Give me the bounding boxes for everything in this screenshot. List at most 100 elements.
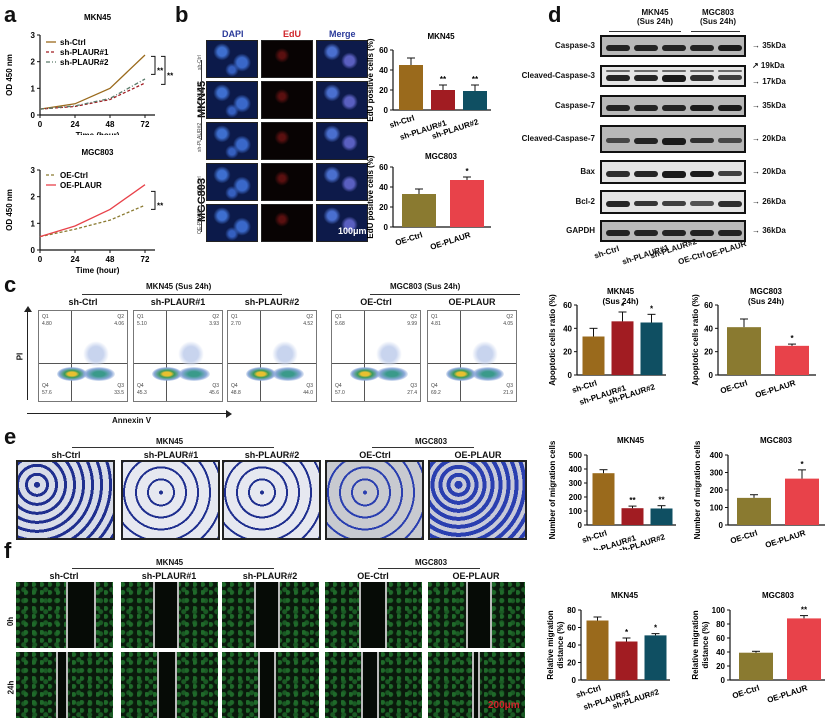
quadrant-q4: Q4 57.6	[42, 383, 52, 397]
x-axis-label: Time (hour)	[76, 266, 120, 275]
wound-label: sh-Ctrl	[49, 571, 79, 581]
mgc803-migration-bar-chart: MGC803 0 100 200 300 400 Number of migration c…	[693, 436, 825, 550]
wound-gap	[153, 582, 179, 648]
flow-plot: Q1 5.10 Q2 3.93 Q4 45.3 Q3 45.6	[133, 310, 223, 402]
quadrant-value: 45.6	[209, 390, 219, 396]
quadrant-name: Q4	[231, 383, 238, 389]
quadrant-value: 4.06	[114, 321, 124, 327]
x-category-label: OE-PLAUR	[764, 528, 807, 550]
quadrant-value: 5.10	[137, 321, 147, 327]
microscopy-image-dapi	[206, 81, 258, 119]
y-axis-label: Number of migration cells	[693, 440, 702, 539]
bar	[399, 65, 423, 110]
bar	[739, 652, 773, 680]
significance-marker: **	[167, 72, 174, 81]
chart-title: MKN45	[427, 32, 455, 41]
quadrant-q4: Q4 45.3	[137, 383, 147, 397]
wound-label: sh-PLAUR#1	[141, 571, 197, 581]
scale-bar-label: 100μm	[338, 226, 367, 236]
quadrant-value: 4.81	[431, 321, 441, 327]
x-tick-label: 48	[106, 255, 115, 264]
y-tick-label: 60	[563, 301, 572, 310]
panel-d-letter: d	[548, 2, 562, 27]
chart-title: MGC803	[425, 152, 458, 161]
significance-marker: *	[654, 624, 658, 633]
panel-b-letter: b	[175, 2, 189, 27]
x-tick-label: 48	[106, 120, 115, 129]
microscopy-image-dapi	[206, 163, 258, 201]
legend-label: sh-PLAUR#1	[60, 48, 109, 57]
x-tick-label: 24	[71, 120, 80, 129]
wound-gap	[66, 582, 96, 648]
y-tick-label: 80	[567, 606, 576, 615]
transwell-image	[222, 460, 321, 540]
mgc803-proliferation-line-chart: MGC803 0 1 2 3 0 24 48 72 Time (hour) OD 450 nm OE-…	[5, 148, 164, 275]
bar	[586, 620, 609, 680]
series-line	[39, 184, 146, 238]
wb-group-mkn45-cond: (Sus 24h)	[636, 17, 673, 26]
quadrant-q3: Q3 45.6	[209, 383, 219, 397]
y-tick-label: 20	[716, 662, 725, 671]
x-category-label: OE-Ctrl	[719, 378, 748, 395]
group-label-mgc803: MGC803	[196, 177, 208, 222]
y-axis-label: distance (%)	[556, 621, 565, 668]
y-tick-label: 0	[384, 223, 389, 232]
wound-image	[325, 582, 422, 648]
flow-plot-title: sh-Ctrl	[68, 297, 98, 307]
quadrant-q1: Q1 5.10	[137, 314, 147, 328]
x-tick-label: 72	[141, 120, 150, 129]
quadrant-value: 5.68	[335, 321, 345, 327]
group-label-mkn45: MKN45	[196, 80, 208, 118]
annexin-axis-line	[27, 413, 227, 414]
y-axis-label: Apoptotic cells ratio (%)	[548, 294, 557, 386]
transwell-group-mgc803: MGC803	[415, 437, 448, 446]
wound-group-line-mkn45	[72, 568, 274, 569]
blot-strip	[600, 125, 746, 153]
y-tick-label: 20	[567, 659, 576, 668]
y-tick-label: 0	[719, 521, 724, 530]
significance-marker: *	[465, 167, 469, 176]
quadrant-name: Q2	[306, 314, 313, 320]
transwell-label: sh-PLAUR#2	[244, 450, 300, 460]
transwell-image	[121, 460, 220, 540]
wound-gap	[472, 652, 480, 718]
wound-scale-bar-label: 200μm	[488, 700, 520, 711]
molecular-weight-label: → 26kDa	[752, 197, 786, 206]
panel-e-letter: e	[4, 424, 17, 449]
y-tick-label: 200	[569, 493, 583, 502]
quadrant-value: 45.3	[137, 390, 147, 396]
flow-plot-title: sh-PLAUR#1	[150, 297, 206, 307]
y-axis-label: Apoptotic cells ratio (%)	[691, 294, 700, 386]
quadrant-name: Q4	[431, 383, 438, 389]
pi-axis-label: PI	[15, 352, 25, 361]
panel-a-letter: a	[4, 2, 17, 27]
blot-label: Caspase-3	[554, 41, 595, 50]
flow-plot: Q1 4.81 Q2 4.05 Q4 69.2 Q3 21.9	[427, 310, 517, 402]
y-tick-label: 0	[384, 106, 389, 115]
significance-marker: *	[625, 628, 629, 637]
y-tick-label: 40	[716, 648, 725, 657]
wound-image	[121, 582, 218, 648]
row-label: sh-PLAUR#2	[197, 122, 203, 152]
quadrant-q2: Q2 4.06	[114, 314, 124, 328]
wound-image	[16, 652, 113, 718]
wound-group-mgc803: MGC803	[415, 558, 448, 567]
series-line	[39, 54, 146, 110]
wb-group-mkn45-name: MKN45	[641, 8, 669, 17]
y-tick-label: 60	[567, 624, 576, 633]
blot-strip	[600, 220, 746, 242]
chart-title: (Sus 24h)	[748, 297, 784, 306]
bar	[582, 336, 605, 375]
transwell-label: sh-PLAUR#1	[143, 450, 199, 460]
microscopy-image-merge	[316, 204, 368, 242]
wb-group-mgc803-name: MGC803	[701, 8, 734, 17]
quadrant-q4: Q4 69.2	[431, 383, 441, 397]
x-category-label: OE-Ctrl	[729, 528, 758, 545]
wound-gap	[258, 652, 276, 718]
y-tick-label: 60	[379, 46, 388, 55]
microscopy-image-edu	[261, 81, 313, 119]
quadrant-value: 4.80	[42, 321, 52, 327]
y-tick-label: 400	[710, 451, 724, 460]
quadrant-value: 4.52	[303, 321, 313, 327]
microscopy-image-dapi	[206, 40, 258, 78]
